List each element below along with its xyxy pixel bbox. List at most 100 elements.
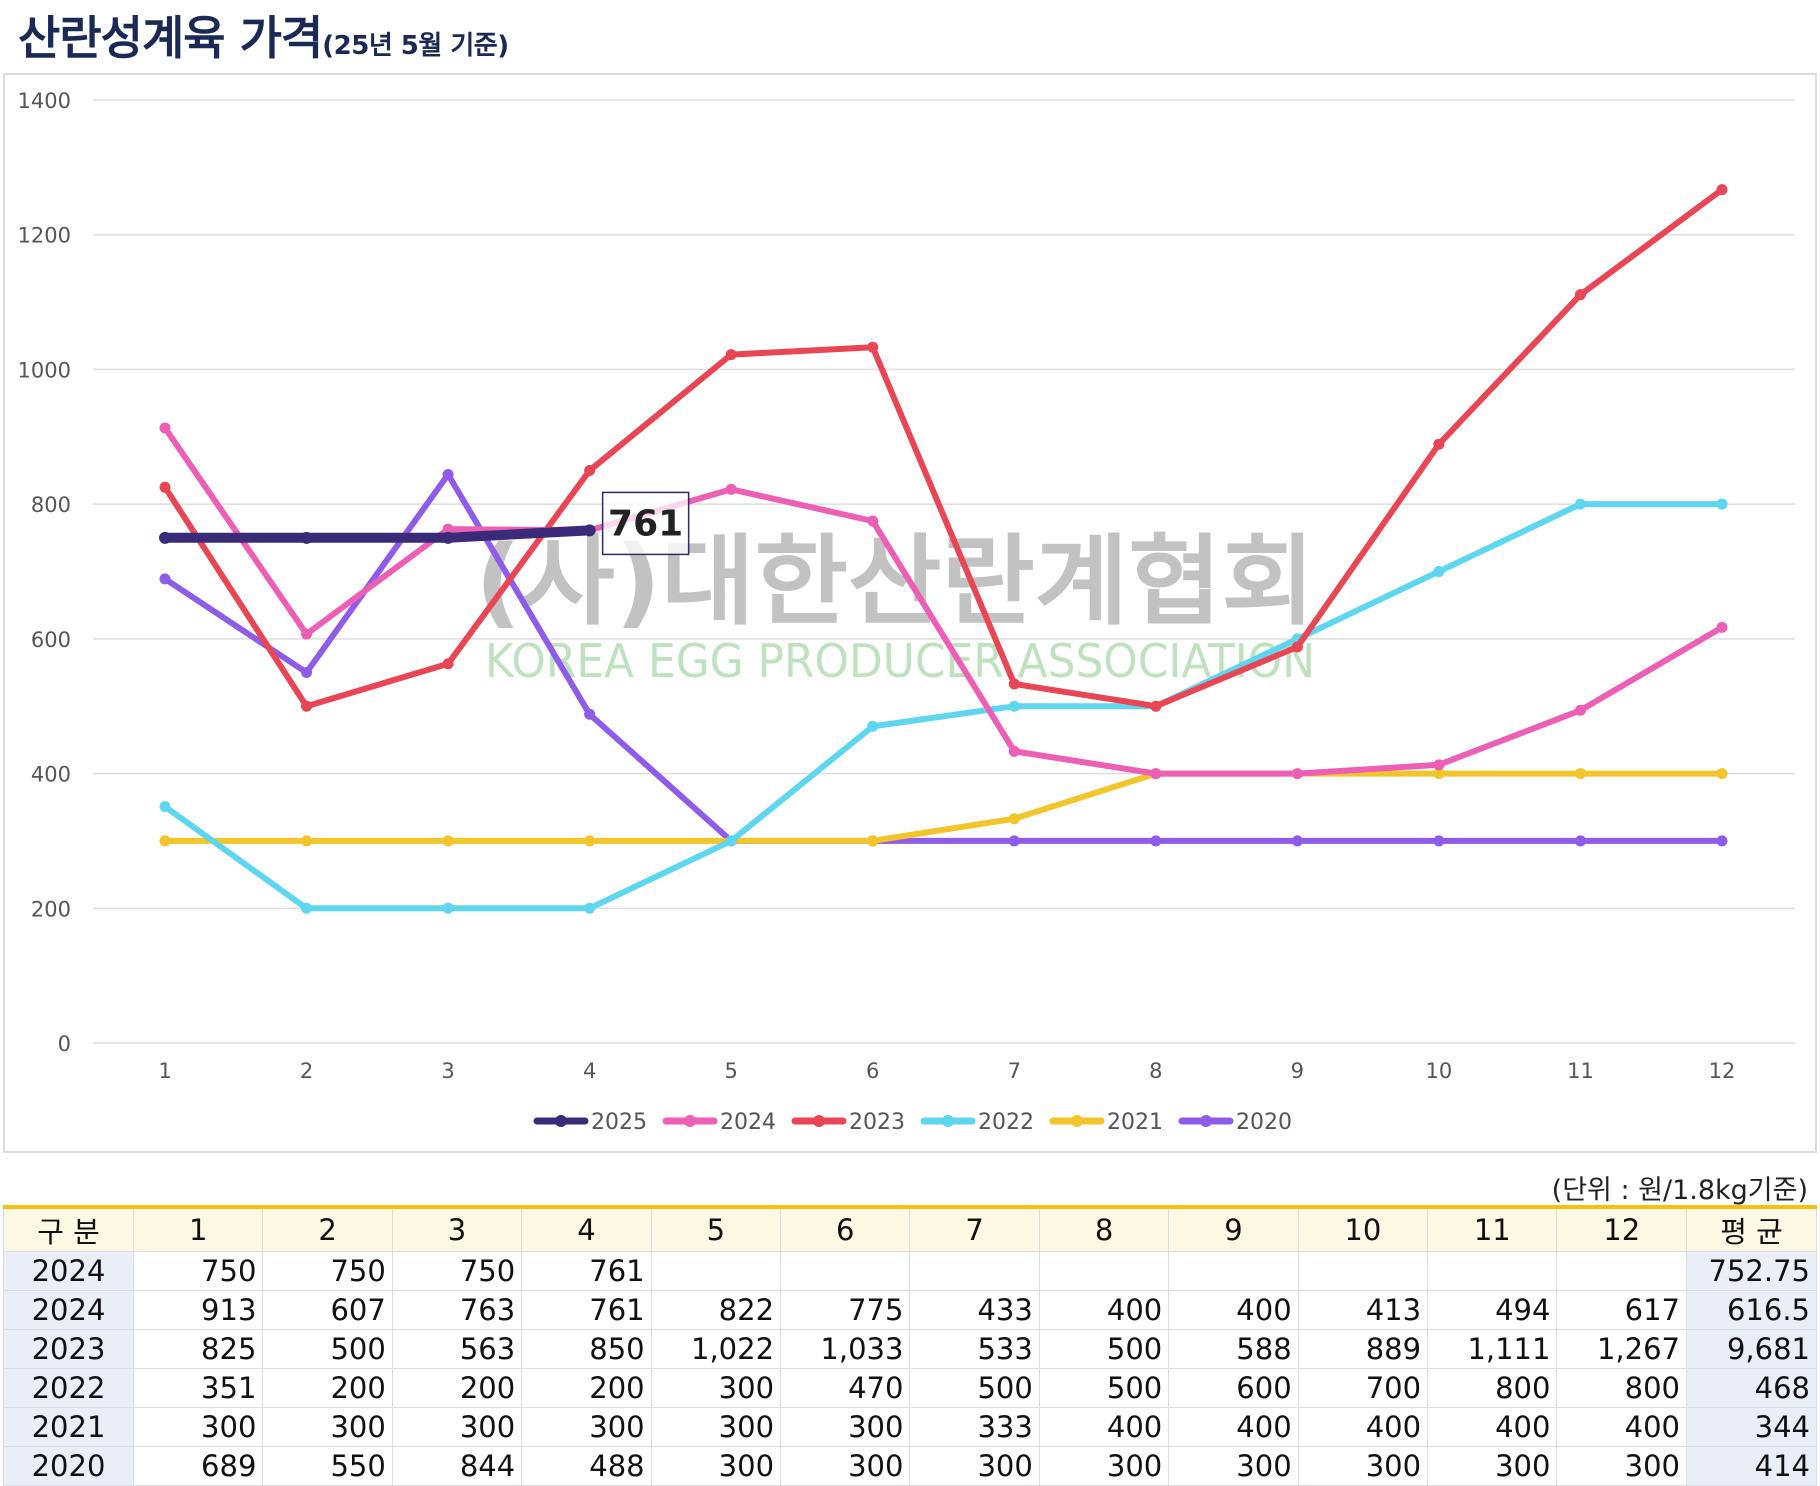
- table-cell: 400: [1168, 1407, 1299, 1447]
- price-table: 구 분 1 2 3 4 5 6 7 8 9 10 11 12 평 균 2024 750 750 750 761 75…: [3, 1205, 1817, 1486]
- legend-item-2023: 2023: [791, 1110, 905, 1135]
- table-cell: 500: [1038, 1329, 1170, 1369]
- data-point-2020: [1433, 835, 1445, 847]
- table-cell: [1297, 1251, 1429, 1291]
- data-point-2023: [1716, 184, 1728, 196]
- data-point-2021: [301, 835, 313, 847]
- data-point-2020: [1574, 835, 1586, 847]
- y-tick-label: 400: [31, 763, 71, 787]
- header-month: 2: [262, 1206, 393, 1252]
- row-average: 344: [1686, 1407, 1817, 1447]
- table-cell: [650, 1251, 782, 1291]
- header-average: 평 균: [1686, 1206, 1817, 1252]
- data-point-2024: [1291, 768, 1303, 780]
- table-cell: 775: [780, 1290, 911, 1330]
- data-point-2021: [159, 835, 171, 847]
- legend-label: 2021: [1107, 1110, 1163, 1135]
- legend-label: 2020: [1236, 1110, 1292, 1135]
- table-cell: [1038, 1251, 1170, 1291]
- series-2020: [159, 469, 1728, 847]
- series-line-2024: [162, 425, 1725, 777]
- series-line-2021: [162, 770, 1725, 844]
- data-point-2021: [1716, 768, 1728, 780]
- legend-marker: [555, 1115, 567, 1127]
- table-cell: 300: [1427, 1446, 1558, 1486]
- legend-marker: [684, 1115, 696, 1127]
- x-tick-label: 1: [158, 1059, 171, 1083]
- data-point-2023: [584, 464, 596, 476]
- header-month: 3: [391, 1206, 523, 1252]
- table-cell: 400: [1168, 1290, 1299, 1330]
- header-month: 12: [1556, 1206, 1687, 1252]
- legend-label: 2023: [849, 1110, 905, 1135]
- data-point-2024: [1150, 768, 1162, 780]
- table-cell: 533: [909, 1329, 1040, 1369]
- x-tick-label: 2: [300, 1059, 313, 1083]
- x-tick-label: 7: [1008, 1059, 1021, 1083]
- table-cell: 761: [521, 1290, 652, 1330]
- x-tick-label: 6: [866, 1059, 879, 1083]
- row-year: 2021: [3, 1407, 134, 1447]
- table-row: 2024 913 607 763 761 822 775 433 400 400 413 494 617…: [3, 1290, 1817, 1330]
- header-month: 11: [1427, 1206, 1558, 1252]
- legend-item-2021: 2021: [1049, 1110, 1163, 1135]
- table-cell: 750: [132, 1251, 264, 1291]
- data-point-2020: [1716, 835, 1728, 847]
- data-point-2024: [159, 422, 171, 434]
- row-year: 2020: [3, 1446, 134, 1486]
- table-cell: 1,033: [780, 1329, 911, 1369]
- header-month: 10: [1297, 1206, 1429, 1252]
- watermark-line1: (사)대한산란계협회: [475, 525, 1315, 639]
- data-point-2021: [1433, 768, 1445, 780]
- data-point-2023: [1008, 678, 1020, 690]
- data-point-2020: [159, 573, 171, 585]
- data-point-2023: [301, 700, 313, 712]
- data-point-2024: [867, 515, 879, 527]
- y-tick-label: 800: [31, 493, 71, 517]
- data-point-2023: [1433, 438, 1445, 450]
- table-row: 2021 300 300 300 300 300 300 333 400 400 400 400 400…: [3, 1407, 1817, 1447]
- unit-label: (단위 : 원/1.8kg기준): [1551, 1175, 1808, 1206]
- x-tick-label: 5: [724, 1059, 737, 1083]
- table-cell: 850: [521, 1329, 652, 1369]
- table-cell: 300: [650, 1446, 782, 1486]
- header-month: 1: [132, 1206, 264, 1252]
- series-2024: [159, 422, 1728, 780]
- data-point-2021: [1574, 768, 1586, 780]
- row-average: 752.75: [1686, 1251, 1817, 1291]
- table-cell: 300: [521, 1407, 652, 1447]
- y-tick-labels: 0 200 400 600 800 1000 1200 1400: [18, 89, 71, 1056]
- table-cell: 1,022: [650, 1329, 782, 1369]
- legend-item-2025: 2025: [533, 1110, 647, 1135]
- data-point-2022: [442, 902, 454, 914]
- legend-marker: [813, 1115, 825, 1127]
- table-cell: 600: [1168, 1368, 1299, 1408]
- legend-label: 2025: [591, 1110, 647, 1135]
- data-point-2020: [1008, 835, 1020, 847]
- series-lines: [159, 184, 1728, 914]
- table-cell: 413: [1297, 1290, 1429, 1330]
- y-tick-label: 600: [31, 628, 71, 652]
- data-point-2021: [867, 835, 879, 847]
- table-cell: 500: [1038, 1368, 1170, 1408]
- watermark-line2: KOREA EGG PRODUCER ASSOCIATION: [485, 634, 1315, 688]
- header-month: 4: [521, 1206, 652, 1252]
- legend: 2025 2024 2023 2022 2021 2020: [533, 1110, 1292, 1135]
- table-cell: 1,267: [1556, 1329, 1687, 1369]
- data-point-2023: [1150, 700, 1162, 712]
- row-average: 468: [1686, 1368, 1817, 1408]
- series-2025: [159, 524, 596, 544]
- table-cell: [1427, 1251, 1558, 1291]
- data-point-2022: [1716, 498, 1728, 510]
- table-cell: 588: [1168, 1329, 1299, 1369]
- table-cell: 333: [909, 1407, 1040, 1447]
- data-point-2025: [159, 531, 171, 544]
- table-cell: [909, 1251, 1040, 1291]
- data-point-2022: [1574, 498, 1586, 510]
- table-cell: 200: [521, 1368, 652, 1408]
- table-cell: 700: [1297, 1368, 1429, 1408]
- table-cell: 300: [650, 1407, 782, 1447]
- title-main: 산란성계육 가격: [18, 11, 323, 65]
- table-cell: 844: [391, 1446, 523, 1486]
